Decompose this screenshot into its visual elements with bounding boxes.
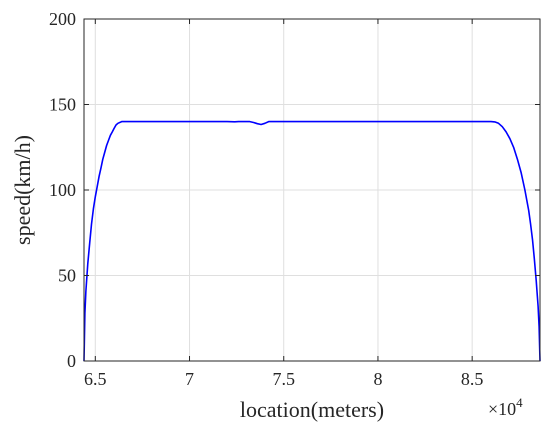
y-tick-label: 100 [49,180,76,200]
tick-label-layer: 6.5 7 7.5 8 8.5 0 50 100 150 200 [49,9,483,389]
x-axis-multiplier-exponent: 4 [516,395,523,410]
x-tick-label: 8 [373,369,382,389]
x-axis-multiplier-base: ×10 [488,399,516,419]
y-tick-label: 150 [49,95,76,115]
x-axis-label: location(meters) [240,397,384,422]
y-tick-label: 0 [67,351,76,371]
x-tick-label: 6.5 [84,369,107,389]
y-tick-label: 200 [49,9,76,29]
x-axis-multiplier: ×104 [488,395,523,419]
line-layer [83,120,541,362]
x-tick-label: 7.5 [272,369,295,389]
y-axis-label: speed(km/h) [10,135,35,245]
x-tick-label: 8.5 [461,369,484,389]
x-tick-label: 7 [185,369,194,389]
grid-layer [84,18,540,362]
tick-layer [84,18,540,362]
y-tick-label: 50 [58,266,76,286]
speed-series-line [83,120,541,362]
